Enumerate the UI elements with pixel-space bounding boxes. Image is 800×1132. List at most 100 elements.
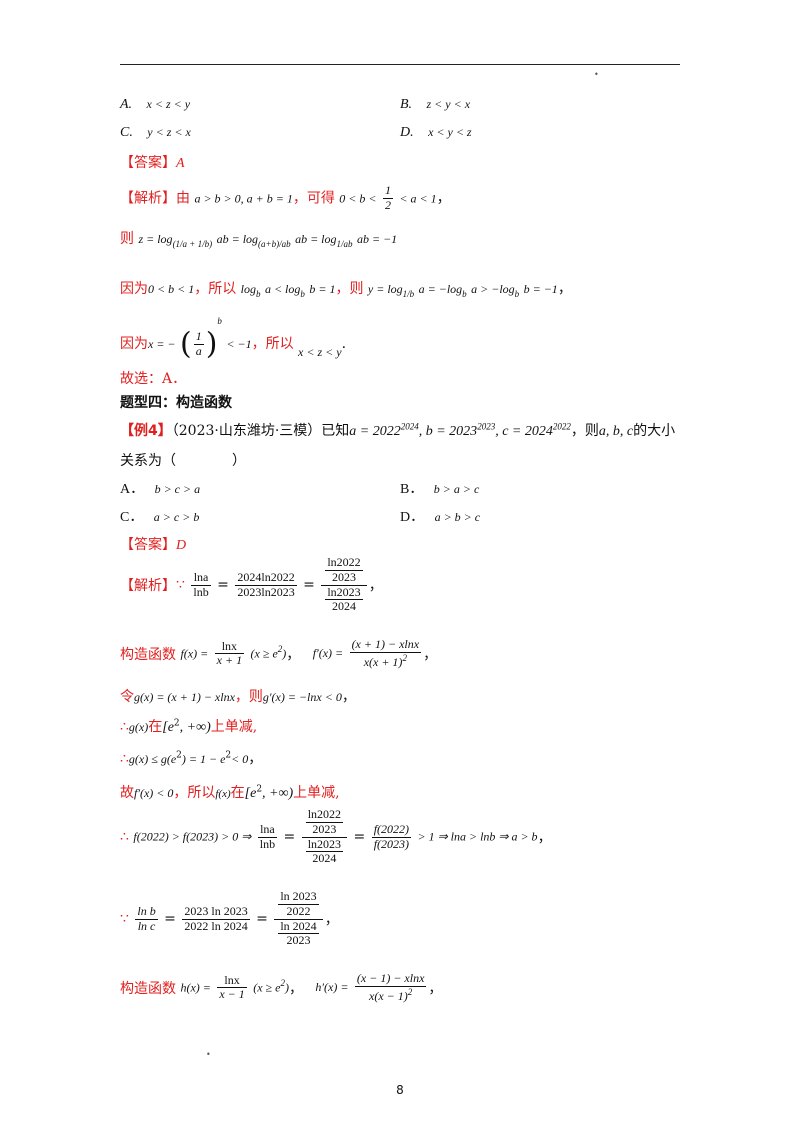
- math: 0 < b < 1: [148, 282, 195, 296]
- example-4-line-2: 关系为（ ）: [120, 453, 246, 469]
- equals: =: [283, 829, 296, 846]
- page-number: 8: [396, 1083, 404, 1097]
- text: ，所以: [194, 281, 237, 297]
- denominator: 2: [384, 197, 391, 212]
- fraction: (x − 1) − xlnx x(x − 1)2: [354, 971, 427, 1004]
- option-text: a > b > c: [434, 510, 481, 524]
- option-a: A. x < z < y: [120, 96, 190, 113]
- option-text: b > c > a: [154, 482, 201, 496]
- text: ，: [368, 578, 383, 595]
- math: [e: [162, 720, 174, 735]
- text: 因为: [120, 281, 148, 297]
- compound-fraction: ln2022 2023 ln2023 2024: [301, 807, 348, 867]
- denominator: x − 1: [219, 987, 245, 1002]
- text: ，: [248, 751, 263, 767]
- compound-fraction: ln 2023 2022 ln 2024 2023: [274, 889, 323, 949]
- subscript: b: [514, 288, 520, 299]
- answer-line: 【答案】D: [120, 534, 186, 554]
- math: x = −: [148, 337, 176, 351]
- option-label: C.: [120, 125, 133, 140]
- text: 令: [120, 689, 134, 705]
- therefore-symbol: ∴: [120, 829, 129, 846]
- text: ，所以: [173, 785, 216, 801]
- option-c: C． a > c > b: [120, 506, 199, 526]
- text: ，: [286, 646, 301, 663]
- exponent: 2022: [552, 421, 571, 432]
- math: x < z < y: [298, 345, 342, 359]
- fraction: lnx x + 1: [214, 639, 245, 669]
- denominator: lnb: [193, 584, 209, 599]
- fraction: lna lnb: [257, 822, 278, 852]
- math: , +∞): [179, 720, 211, 735]
- option-d: D． a > b > c: [400, 506, 480, 526]
- math: (x ≥ e: [250, 646, 278, 661]
- answer-value: D: [176, 538, 187, 553]
- exponent: 2: [176, 750, 182, 761]
- numerator: 2023 ln 2023: [182, 903, 250, 920]
- subscript: 1/b: [402, 288, 415, 299]
- exponent: 2: [225, 750, 232, 761]
- text: 因为: [120, 336, 148, 352]
- text: ，则: [570, 423, 599, 439]
- solution2-line-8: ∵ ln b ln c = 2023 ln 2023 2022 ln 2024 = …: [120, 889, 339, 949]
- denominator-text: x(x − 1): [369, 988, 408, 1003]
- math: ab = log: [295, 232, 337, 246]
- math: < −1: [226, 337, 252, 351]
- math: [e: [244, 786, 257, 801]
- math: a, b, c: [598, 424, 634, 439]
- text: 在: [148, 719, 163, 735]
- math: b = −1: [523, 282, 558, 296]
- text: 的大小: [633, 423, 676, 439]
- exponent: 2: [407, 986, 413, 997]
- paren: (: [179, 326, 192, 362]
- denominator: ln2023 2024: [302, 836, 347, 867]
- option-label: A．: [120, 482, 145, 497]
- denominator: x(x − 1)2: [355, 987, 427, 1004]
- math: a = 2022: [349, 424, 401, 439]
- fraction: ln 2024 2023: [278, 919, 319, 949]
- numerator: 2024ln2022: [235, 569, 297, 586]
- because-symbol: ∵: [176, 577, 185, 594]
- math: , b = 2023: [418, 424, 478, 439]
- numerator: lna: [191, 570, 211, 586]
- header-rule: [120, 64, 680, 65]
- text: ，: [428, 980, 443, 997]
- numerator: (x + 1) − xlnx: [349, 637, 422, 653]
- denominator: ln c: [137, 918, 156, 933]
- denominator: lnb: [259, 836, 276, 851]
- math: , +∞): [262, 786, 294, 801]
- exponent: 2: [280, 978, 285, 989]
- subscript: (a+b)/ab: [258, 238, 291, 249]
- math: > 1 ⇒ lna > lnb ⇒ a > b: [417, 829, 538, 844]
- numerator: lna: [257, 822, 278, 838]
- solution-line-3: 因为0 < b < 1，所以 logb a < logb b = 1，则 y =…: [120, 278, 572, 299]
- subscript: (1/a + 1/b): [172, 238, 213, 249]
- exponent: 2: [173, 718, 180, 729]
- exponent: b: [217, 316, 222, 326]
- solution2-line-2: 构造函数 f(x) = lnx x + 1 (x ≥ e2)， f′(x) = (…: [120, 637, 438, 670]
- text: 构造函数: [120, 646, 176, 663]
- denominator: 2023ln2023: [237, 584, 295, 599]
- text: ，: [341, 689, 356, 705]
- option-label: B．: [400, 482, 424, 497]
- numerator: ln2022 2023: [321, 555, 367, 586]
- text: ，可得: [292, 190, 335, 207]
- denominator: 2024: [312, 851, 337, 866]
- math: z = log: [138, 232, 173, 246]
- text: ，: [423, 646, 438, 663]
- header-dot: •: [594, 70, 599, 79]
- denominator: 2024: [332, 599, 357, 614]
- fraction: lna lnb: [191, 570, 211, 600]
- numerator: ln2023: [305, 836, 344, 853]
- exponent: 2: [256, 784, 263, 795]
- text: ，: [436, 190, 451, 207]
- math: b = 1: [309, 282, 336, 296]
- solution-tag: 【解析】: [120, 578, 176, 595]
- math: a > b > 0, a + b = 1: [194, 191, 293, 206]
- example-tag: 【例4】: [120, 423, 172, 439]
- therefore-symbol: ∴: [120, 719, 129, 735]
- numerator: lnx: [214, 639, 245, 655]
- math: y = log: [367, 282, 403, 296]
